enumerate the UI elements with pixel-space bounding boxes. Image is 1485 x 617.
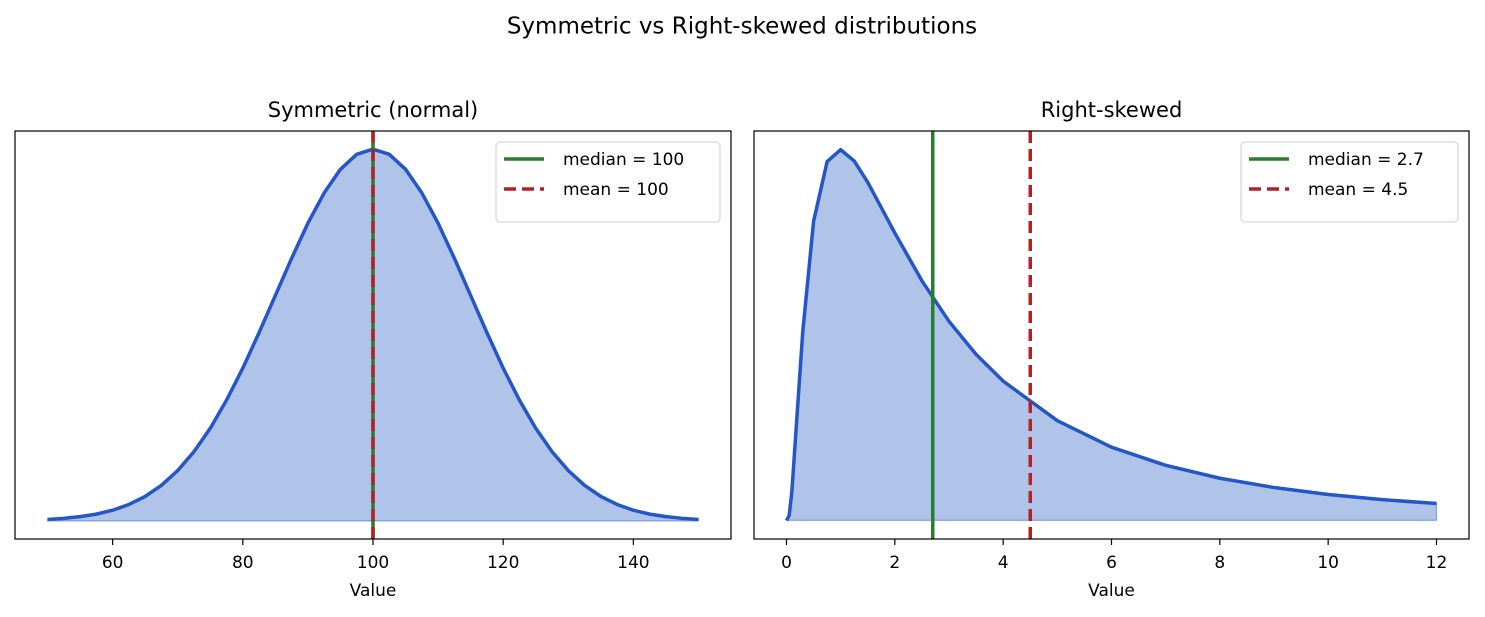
legend: median = 2.7 mean = 4.5 bbox=[1240, 141, 1459, 223]
x-tick-label: 60 bbox=[102, 553, 124, 573]
subplot: Symmetric (normal) Value 60 80 100 120 140 medi… bbox=[14, 98, 732, 601]
x-tick-label: 10 bbox=[1317, 553, 1339, 573]
legend-label: median = 2.7 bbox=[1308, 150, 1424, 170]
x-axis-label: Value bbox=[1088, 581, 1135, 601]
x-tick-label: 120 bbox=[487, 553, 519, 573]
x-tick-label: 6 bbox=[1106, 553, 1117, 573]
x-tick-label: 100 bbox=[357, 553, 389, 573]
x-tick-label: 4 bbox=[998, 553, 1009, 573]
figure-title: Symmetric vs Right-skewed distributions bbox=[507, 14, 977, 40]
subplot-title: Symmetric (normal) bbox=[268, 98, 478, 122]
x-tick-label: 0 bbox=[781, 553, 792, 573]
legend-box bbox=[495, 141, 721, 223]
axes-frame bbox=[14, 130, 732, 540]
legend-box bbox=[1240, 141, 1459, 223]
axes-frame bbox=[753, 130, 1470, 540]
density-line bbox=[784, 147, 1437, 522]
x-tick-label: 12 bbox=[1426, 553, 1448, 573]
legend-label: median = 100 bbox=[563, 150, 684, 170]
legend: median = 100 mean = 100 bbox=[495, 141, 721, 223]
x-tick-label: 8 bbox=[1214, 553, 1225, 573]
x-tick-label: 2 bbox=[889, 553, 900, 573]
x-tick-label: 140 bbox=[617, 553, 649, 573]
x-axis-label: Value bbox=[350, 581, 397, 601]
legend-label: mean = 100 bbox=[563, 180, 669, 200]
subplot-title: Right-skewed bbox=[1041, 98, 1183, 122]
x-tick-label: 80 bbox=[232, 553, 254, 573]
legend-label: mean = 4.5 bbox=[1308, 180, 1408, 200]
